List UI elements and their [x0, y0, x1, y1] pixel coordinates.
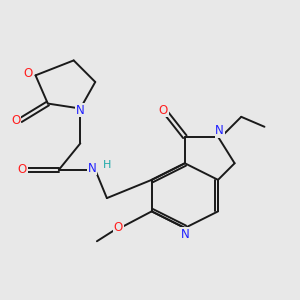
Text: O: O — [114, 221, 123, 235]
Text: O: O — [114, 221, 123, 235]
Text: N: N — [88, 162, 96, 175]
Text: H: H — [103, 160, 111, 170]
Text: O: O — [18, 164, 27, 176]
Text: O: O — [159, 104, 168, 117]
Text: O: O — [11, 114, 20, 127]
Text: O: O — [24, 67, 33, 80]
Text: N: N — [215, 124, 224, 137]
Text: N: N — [181, 228, 189, 241]
Text: N: N — [76, 104, 85, 117]
